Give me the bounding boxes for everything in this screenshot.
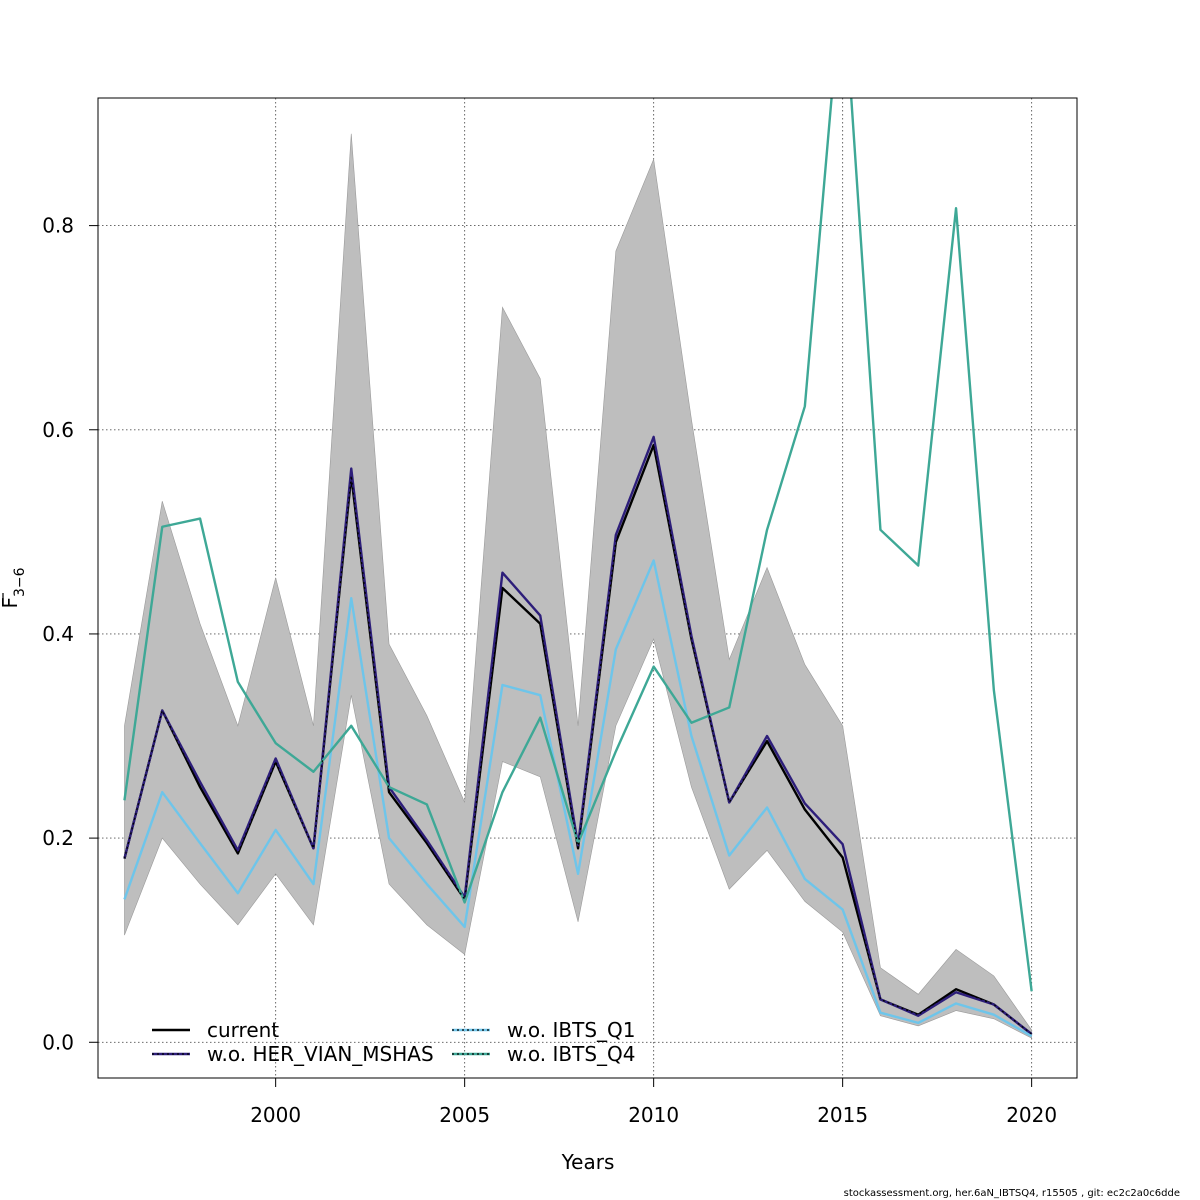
y-axis-title: F3−6 [0,567,28,608]
confidence-band [124,133,1032,1039]
y-tick-label: 0.2 [42,826,74,850]
y-tick-label: 0.4 [42,622,74,646]
legend-label: w.o. IBTS_Q1 [507,1018,635,1042]
y-tick-label: 0.6 [42,418,74,442]
legend-label: w.o. IBTS_Q4 [507,1042,635,1066]
series-line-w-o-ibts-q1 [123,559,1033,1038]
x-tick-label: 2010 [628,1103,679,1127]
y-tick-label: 0.8 [42,214,74,238]
x-tick-label: 2015 [817,1103,868,1127]
x-axis-title: Years [561,1150,615,1174]
x-tick-label: 2005 [439,1103,490,1127]
svg-text:F3−6: F3−6 [0,567,28,608]
x-tick-label: 2020 [1006,1103,1057,1127]
y-tick-label: 0.0 [42,1030,74,1054]
plot-frame [97,97,1078,1079]
legend-label: w.o. HER_VIAN_MSHAS [207,1042,434,1066]
series-line-current-dotted-overlay [123,442,1033,1035]
y-axis: 0.0 0.2 0.4 0.6 0.8 [42,214,98,1054]
y-axis-title-main: F [0,597,22,609]
grid-lines [98,98,1077,1078]
confidence-band-layer [124,133,1032,1039]
x-axis: 2000 2005 2010 2015 2020 [250,1078,1057,1127]
footer-source-text: stockassessment.org, her.6aN_IBTSQ4, r15… [844,1188,1180,1199]
series-line-w-o-ibts-q4 [123,98,1033,992]
x-tick-label: 2000 [250,1103,301,1127]
series-layer [123,98,1033,1038]
y-axis-title-sub: 3−6 [12,567,28,597]
legend-label: current [207,1018,279,1042]
series-line-w-o-her-vian-mshas [123,435,1033,1036]
